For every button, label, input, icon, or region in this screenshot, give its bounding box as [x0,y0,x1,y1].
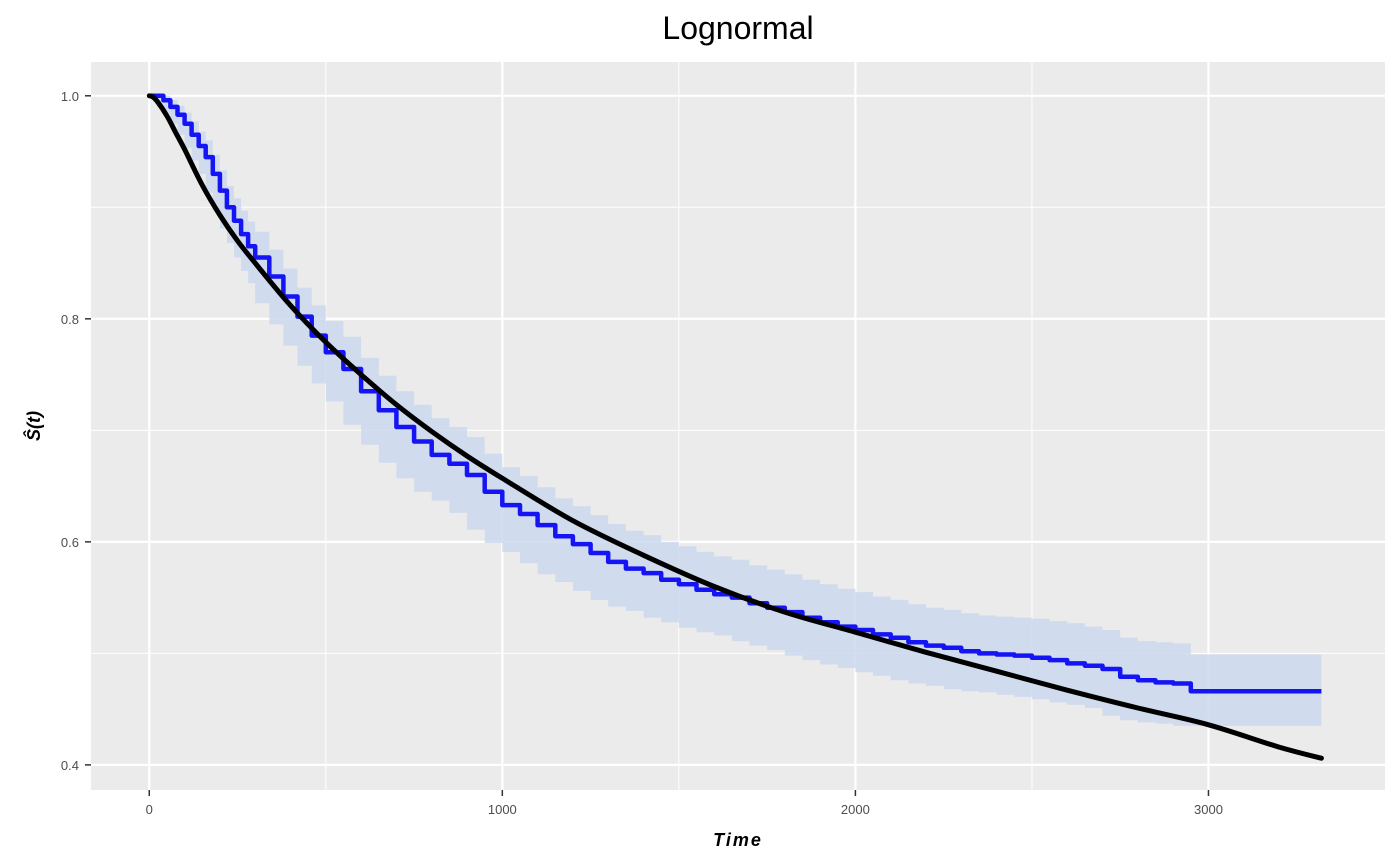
x-axis: 0 1000 2000 3000 [146,790,1223,817]
y-axis-label: Ŝ(t) [23,411,44,441]
lognormal-fit-curve [146,93,1324,761]
y-tick-label: 0.8 [61,312,79,327]
x-tick-label: 1000 [488,802,517,817]
chart-title: Lognormal [662,10,813,46]
kaplan-meier-curve [149,93,1322,694]
y-tick-label: 0.6 [61,535,79,550]
x-tick-label: 3000 [1194,802,1223,817]
x-tick-label: 0 [146,802,153,817]
minor-gridlines [91,62,1385,790]
y-axis: 0.4 0.6 0.8 1.0 [61,89,91,773]
y-tick-label: 0.4 [61,758,79,773]
y-tick-label: 1.0 [61,89,79,104]
x-axis-label: Time [713,830,763,850]
x-tick-label: 2000 [841,802,870,817]
